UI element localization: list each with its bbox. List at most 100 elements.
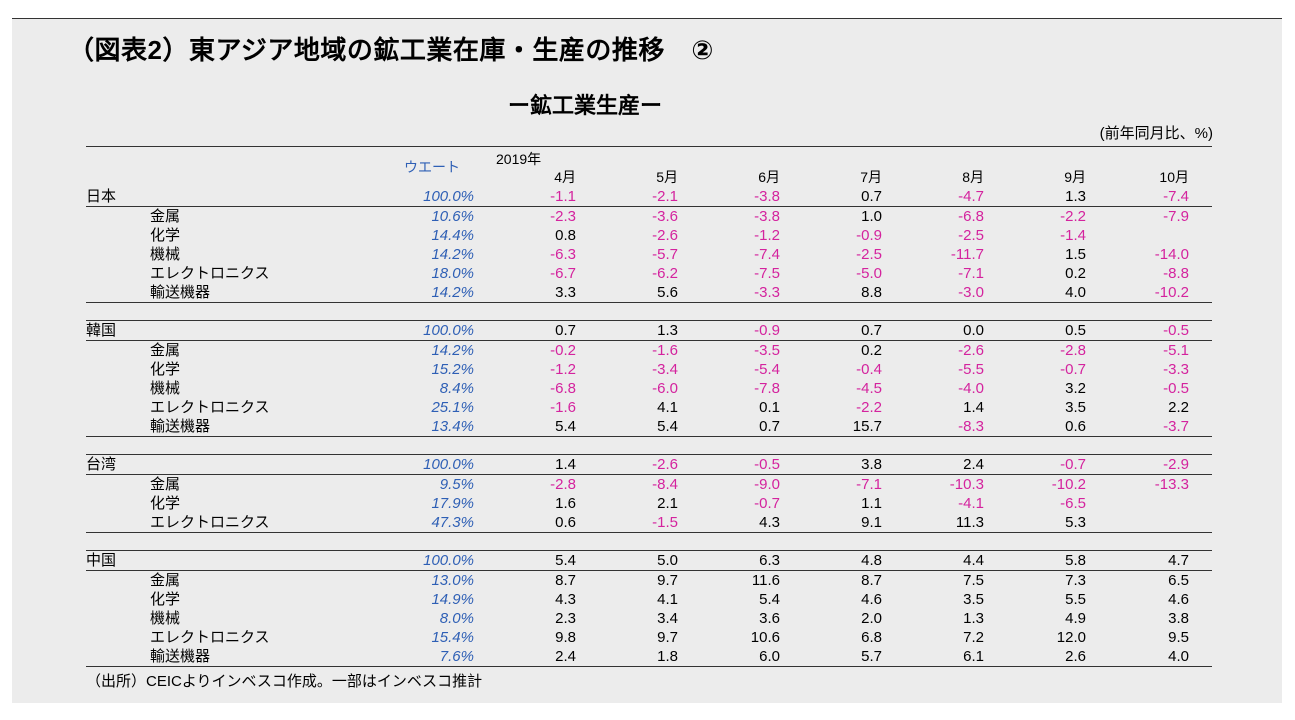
industry-label: 輸送機器 bbox=[150, 418, 211, 435]
country-block: 中国 100.0% 5.4 5.0 6.3 4.8 4.4 5.8 4.7 金属 13.0% 8.7 9… bbox=[86, 550, 1212, 667]
value-cell: 1.0 bbox=[861, 208, 882, 225]
value-cell: 11.3 bbox=[955, 514, 984, 531]
weight-cell: 7.6% bbox=[439, 648, 474, 665]
value-cell: -2.8 bbox=[1060, 342, 1086, 359]
value-cell: 5.6 bbox=[657, 284, 678, 301]
month-header: 4月 bbox=[554, 169, 576, 185]
value-cell: -7.9 bbox=[1163, 208, 1189, 225]
industry-label: 金属 bbox=[150, 342, 181, 359]
value-cell: 4.6 bbox=[861, 591, 882, 608]
value-cell: 2.4 bbox=[555, 648, 576, 665]
value-cell: 5.4 bbox=[555, 418, 576, 435]
value-cell: -2.2 bbox=[1060, 208, 1086, 225]
source-note: （出所）CEICよりインベスコ作成。一部はインベスコ推計 bbox=[86, 673, 483, 690]
value-cell: 0.7 bbox=[861, 322, 882, 339]
value-cell: 0.6 bbox=[555, 514, 576, 531]
value-cell: 3.5 bbox=[1065, 399, 1086, 416]
value-cell: 9.7 bbox=[657, 629, 678, 646]
value-cell: 6.8 bbox=[861, 629, 882, 646]
value-cell: -2.1 bbox=[652, 188, 678, 205]
month-header: 7月 bbox=[860, 169, 882, 185]
value-cell: 3.8 bbox=[861, 456, 882, 473]
country-row: 日本 100.0% -1.1 -2.1 -3.8 0.7 -4.7 1.3 -7.4 bbox=[86, 187, 1212, 207]
value-cell: 4.0 bbox=[1065, 284, 1086, 301]
value-cell: -0.7 bbox=[1060, 456, 1086, 473]
country-row: 中国 100.0% 5.4 5.0 6.3 4.8 4.4 5.8 4.7 bbox=[86, 551, 1212, 571]
weight-cell: 100.0% bbox=[423, 552, 474, 569]
value-cell: 1.4 bbox=[963, 399, 984, 416]
value-cell: 6.1 bbox=[963, 648, 984, 665]
value-cell: 2.3 bbox=[555, 610, 576, 627]
country-label: 韓国 bbox=[86, 322, 117, 339]
value-cell: -4.1 bbox=[958, 495, 984, 512]
table-row: 機械 8.4% -6.8 -6.0 -7.8 -4.5 -4.0 3.2 -0.5 bbox=[86, 379, 1212, 398]
weight-cell: 9.5% bbox=[439, 476, 474, 493]
value-cell: 0.7 bbox=[759, 418, 780, 435]
value-cell: -2.8 bbox=[550, 476, 576, 493]
figure-subtitle: ー鉱工業生産ー bbox=[507, 93, 662, 118]
value-cell: 5.4 bbox=[555, 552, 576, 569]
value-cell: 3.6 bbox=[759, 610, 780, 627]
value-cell: 4.3 bbox=[555, 591, 576, 608]
value-cell: 7.3 bbox=[1065, 572, 1086, 589]
country-label: 日本 bbox=[86, 188, 117, 205]
value-cell: -14.0 bbox=[1154, 246, 1189, 263]
value-cell: 7.5 bbox=[963, 572, 984, 589]
value-cell: 1.6 bbox=[555, 495, 576, 512]
weight-cell: 100.0% bbox=[423, 322, 474, 339]
value-cell: -3.4 bbox=[652, 361, 678, 378]
value-cell: -0.9 bbox=[754, 322, 780, 339]
table-row: エレクトロニクス 18.0% -6.7 -6.2 -7.5 -5.0 -7.1 0.2 -8.8 bbox=[86, 264, 1212, 283]
weight-cell: 15.2% bbox=[431, 361, 474, 378]
value-cell: 3.4 bbox=[657, 610, 678, 627]
value-cell: -10.2 bbox=[1154, 284, 1189, 301]
table-row: 輸送機器 14.2% 3.3 5.6 -3.3 8.8 -3.0 4.0 -10.2 bbox=[86, 283, 1212, 302]
table-body: 日本 100.0% -1.1 -2.1 -3.8 0.7 -4.7 1.3 -7.4 金属 10.6… bbox=[86, 187, 1212, 667]
value-cell: -3.8 bbox=[754, 208, 780, 225]
industry-label: 化学 bbox=[150, 361, 181, 378]
value-cell: 4.4 bbox=[963, 552, 984, 569]
industry-label: 輸送機器 bbox=[150, 284, 211, 301]
value-cell: 5.0 bbox=[657, 552, 678, 569]
value-cell: -4.0 bbox=[958, 380, 984, 397]
value-cell: 0.1 bbox=[759, 399, 780, 416]
weight-cell: 13.4% bbox=[431, 418, 474, 435]
industry-label: エレクトロニクス bbox=[150, 629, 270, 646]
value-cell: 2.2 bbox=[1168, 399, 1189, 416]
value-cell: -8.3 bbox=[958, 418, 984, 435]
value-cell: -4.5 bbox=[856, 380, 882, 397]
value-cell: -6.3 bbox=[550, 246, 576, 263]
value-cell: 1.3 bbox=[657, 322, 678, 339]
table-row: エレクトロニクス 15.4% 9.8 9.7 10.6 6.8 7.2 12.0 9.5 bbox=[86, 628, 1212, 647]
value-cell: -6.8 bbox=[958, 208, 984, 225]
country-row: 台湾 100.0% 1.4 -2.6 -0.5 3.8 2.4 -0.7 -2.9 bbox=[86, 455, 1212, 475]
value-cell: -1.1 bbox=[550, 188, 576, 205]
value-cell: 4.1 bbox=[657, 591, 678, 608]
value-cell: 0.8 bbox=[555, 227, 576, 244]
industry-label: エレクトロニクス bbox=[150, 265, 270, 282]
value-cell: -2.6 bbox=[958, 342, 984, 359]
value-cell: -0.9 bbox=[856, 227, 882, 244]
value-cell: 10.6 bbox=[750, 629, 780, 646]
weight-cell: 14.2% bbox=[431, 246, 474, 263]
country-row: 韓国 100.0% 0.7 1.3 -0.9 0.7 0.0 0.5 -0.5 bbox=[86, 321, 1212, 341]
value-cell: -7.4 bbox=[1163, 188, 1189, 205]
value-cell: -0.5 bbox=[1163, 380, 1189, 397]
value-cell: 5.4 bbox=[657, 418, 678, 435]
value-cell: -3.0 bbox=[958, 284, 984, 301]
table-row: 金属 10.6% -2.3 -3.6 -3.8 1.0 -6.8 -2.2 -7.9 bbox=[86, 207, 1212, 226]
value-cell: -7.4 bbox=[754, 246, 780, 263]
value-cell: 8.7 bbox=[555, 572, 576, 589]
value-cell: 3.3 bbox=[555, 284, 576, 301]
value-cell: 3.8 bbox=[1168, 610, 1189, 627]
production-table: ウエート 2019年 4月 5月 6月 7月 8月 9月 10月 日本 100.0% -1.1 -… bbox=[86, 146, 1212, 667]
weight-cell: 14.4% bbox=[431, 227, 474, 244]
value-cell: -3.8 bbox=[754, 188, 780, 205]
table-row: 化学 17.9% 1.6 2.1 -0.7 1.1 -4.1 -6.5 bbox=[86, 494, 1212, 513]
value-cell: -2.5 bbox=[856, 246, 882, 263]
value-cell: 4.9 bbox=[1065, 610, 1086, 627]
weight-cell: 8.4% bbox=[439, 380, 474, 397]
value-cell: -0.7 bbox=[1060, 361, 1086, 378]
value-cell: -0.4 bbox=[856, 361, 882, 378]
industry-label: エレクトロニクス bbox=[150, 514, 270, 531]
